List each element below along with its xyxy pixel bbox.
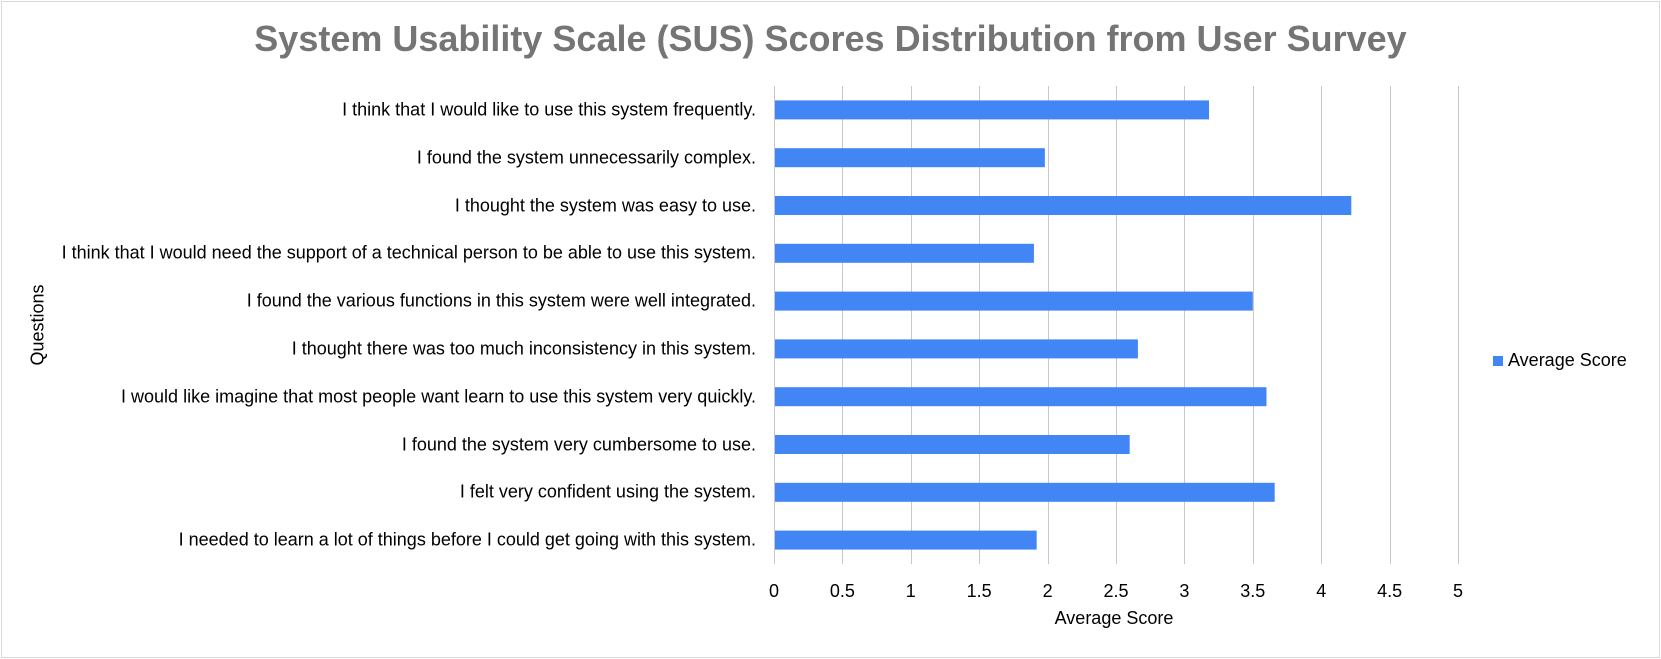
category-label: I found the system unnecessarily complex… <box>416 147 756 168</box>
x-tick-label: 1 <box>906 581 916 601</box>
x-tick-label: 2 <box>1043 581 1053 601</box>
bar <box>774 435 1130 454</box>
category-label: I would like imagine that most people wa… <box>121 386 756 407</box>
category-label: I found the various functions in this sy… <box>246 290 756 311</box>
bar <box>774 196 1352 215</box>
bar <box>774 148 1045 168</box>
x-tick-label: 2.5 <box>1103 581 1128 601</box>
chart-title: System Usability Scale (SUS) Scores Dist… <box>254 18 1407 59</box>
legend-label: Average Score <box>1508 350 1627 370</box>
category-label: I needed to learn a lot of things before… <box>178 529 756 550</box>
bar <box>774 339 1138 359</box>
bar <box>774 243 1034 263</box>
x-tick-label: 4.5 <box>1377 581 1402 601</box>
category-label: I think that I would need the support of… <box>61 242 756 263</box>
category-label: I found the system very cumbersome to us… <box>401 434 756 454</box>
legend: Average Score <box>1493 350 1627 371</box>
bar <box>774 530 1037 550</box>
category-label: I think that I would like to use this sy… <box>342 99 756 120</box>
category-label: I felt very confident using the system. <box>459 481 756 502</box>
x-tick-label: 0 <box>769 581 779 601</box>
x-tick-label: 1.5 <box>967 581 992 601</box>
bar <box>774 387 1267 407</box>
legend-swatch <box>1493 355 1503 366</box>
category-label: I thought the system was easy to use. <box>454 195 756 215</box>
x-axis-title: Average Score <box>1054 608 1174 628</box>
bar <box>774 291 1253 311</box>
x-tick-label: 4 <box>1316 581 1326 601</box>
x-tick-label: 3 <box>1179 581 1189 601</box>
x-tick-label: 0.5 <box>830 581 855 601</box>
bar <box>774 482 1275 502</box>
y-axis-title: Questions <box>27 284 48 366</box>
x-tick-label: 3.5 <box>1240 581 1265 601</box>
x-tick-label: 5 <box>1453 581 1463 601</box>
category-label: I thought there was too much inconsisten… <box>291 338 756 359</box>
bar <box>774 100 1210 120</box>
